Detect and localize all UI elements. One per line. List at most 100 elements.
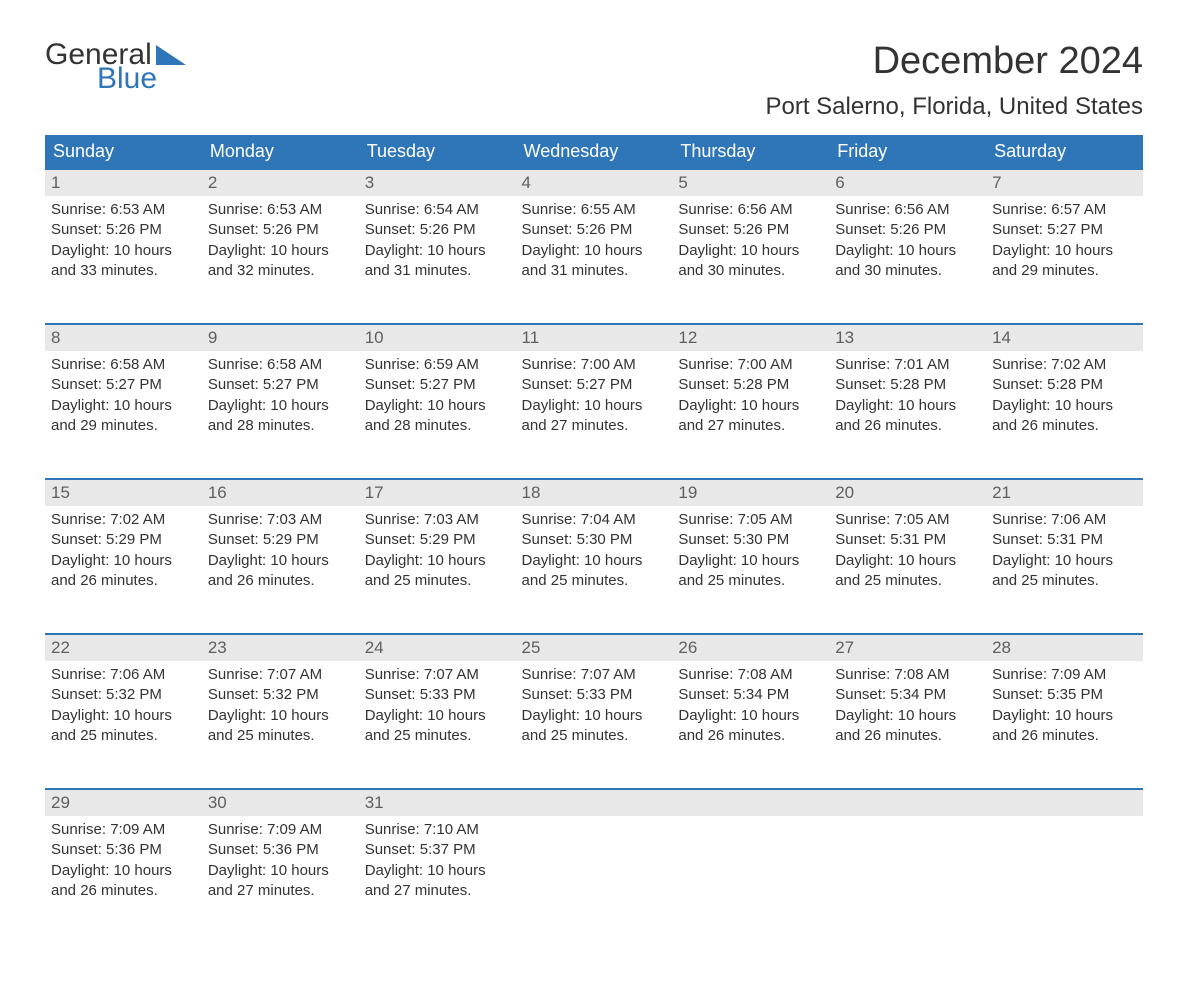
sunrise-line: Sunrise: 6:57 AM [992,200,1137,220]
sunrise-line: Sunrise: 7:02 AM [992,355,1137,375]
day-number: 24 [359,634,516,661]
day-cell: Sunrise: 6:54 AMSunset: 5:26 PMDaylight:… [359,196,516,324]
daynum-row: 22232425262728 [45,634,1143,661]
daylight-line: Daylight: 10 hours and 26 minutes. [992,706,1137,747]
sunrise-line: Sunrise: 7:00 AM [522,355,667,375]
day-cell: Sunrise: 7:04 AMSunset: 5:30 PMDaylight:… [516,506,673,634]
day-number: 8 [45,324,202,351]
sunset-line: Sunset: 5:36 PM [208,840,353,860]
daylight-line: Daylight: 10 hours and 26 minutes. [208,551,353,592]
sunset-line: Sunset: 5:29 PM [51,530,196,550]
sunset-line: Sunset: 5:27 PM [365,375,510,395]
content-row: Sunrise: 6:58 AMSunset: 5:27 PMDaylight:… [45,351,1143,479]
day-cell: Sunrise: 7:10 AMSunset: 5:37 PMDaylight:… [359,816,516,943]
day-number: 26 [672,634,829,661]
day-number: 12 [672,324,829,351]
sunrise-line: Sunrise: 6:53 AM [208,200,353,220]
day-number: 13 [829,324,986,351]
sunset-line: Sunset: 5:28 PM [992,375,1137,395]
daylight-line: Daylight: 10 hours and 27 minutes. [365,861,510,902]
daylight-line: Daylight: 10 hours and 26 minutes. [835,706,980,747]
day-cell: Sunrise: 7:07 AMSunset: 5:33 PMDaylight:… [516,661,673,789]
day-number: 4 [516,169,673,196]
daylight-line: Daylight: 10 hours and 25 minutes. [365,551,510,592]
sunset-line: Sunset: 5:27 PM [51,375,196,395]
sunrise-line: Sunrise: 7:08 AM [835,665,980,685]
day-cell: Sunrise: 7:06 AMSunset: 5:32 PMDaylight:… [45,661,202,789]
location: Port Salerno, Florida, United States [765,93,1143,121]
day-cell: Sunrise: 7:09 AMSunset: 5:35 PMDaylight:… [986,661,1143,789]
col-tuesday: Tuesday [359,135,516,169]
day-cell: Sunrise: 7:03 AMSunset: 5:29 PMDaylight:… [202,506,359,634]
content-row: Sunrise: 6:53 AMSunset: 5:26 PMDaylight:… [45,196,1143,324]
day-cell: Sunrise: 7:05 AMSunset: 5:31 PMDaylight:… [829,506,986,634]
day-cell: Sunrise: 6:57 AMSunset: 5:27 PMDaylight:… [986,196,1143,324]
day-cell: Sunrise: 7:02 AMSunset: 5:29 PMDaylight:… [45,506,202,634]
content-row: Sunrise: 7:09 AMSunset: 5:36 PMDaylight:… [45,816,1143,943]
day-number: 6 [829,169,986,196]
sunset-line: Sunset: 5:29 PM [365,530,510,550]
title-block: December 2024 Port Salerno, Florida, Uni… [765,40,1143,121]
sunrise-line: Sunrise: 6:53 AM [51,200,196,220]
daylight-line: Daylight: 10 hours and 25 minutes. [51,706,196,747]
sunset-line: Sunset: 5:30 PM [678,530,823,550]
sunrise-line: Sunrise: 7:04 AM [522,510,667,530]
daynum-row: 1234567 [45,169,1143,196]
sunrise-line: Sunrise: 7:02 AM [51,510,196,530]
header: General Blue December 2024 Port Salerno,… [45,40,1143,121]
day-number: 14 [986,324,1143,351]
sunset-line: Sunset: 5:37 PM [365,840,510,860]
sunrise-line: Sunrise: 7:03 AM [365,510,510,530]
day-cell [672,816,829,943]
day-number: 17 [359,479,516,506]
sunrise-line: Sunrise: 7:07 AM [365,665,510,685]
sunset-line: Sunset: 5:36 PM [51,840,196,860]
daylight-line: Daylight: 10 hours and 27 minutes. [678,396,823,437]
col-thursday: Thursday [672,135,829,169]
daylight-line: Daylight: 10 hours and 25 minutes. [208,706,353,747]
day-number: 2 [202,169,359,196]
content-row: Sunrise: 7:06 AMSunset: 5:32 PMDaylight:… [45,661,1143,789]
day-number: 3 [359,169,516,196]
sunrise-line: Sunrise: 7:00 AM [678,355,823,375]
sunset-line: Sunset: 5:28 PM [835,375,980,395]
day-cell: Sunrise: 6:58 AMSunset: 5:27 PMDaylight:… [45,351,202,479]
day-cell: Sunrise: 7:08 AMSunset: 5:34 PMDaylight:… [672,661,829,789]
day-number: 11 [516,324,673,351]
col-monday: Monday [202,135,359,169]
daylight-line: Daylight: 10 hours and 25 minutes. [522,706,667,747]
day-cell: Sunrise: 6:56 AMSunset: 5:26 PMDaylight:… [829,196,986,324]
sunrise-line: Sunrise: 7:06 AM [51,665,196,685]
day-number: 30 [202,789,359,816]
daylight-line: Daylight: 10 hours and 27 minutes. [522,396,667,437]
sunset-line: Sunset: 5:29 PM [208,530,353,550]
sunset-line: Sunset: 5:30 PM [522,530,667,550]
daylight-line: Daylight: 10 hours and 31 minutes. [522,241,667,282]
content-row: Sunrise: 7:02 AMSunset: 5:29 PMDaylight:… [45,506,1143,634]
daylight-line: Daylight: 10 hours and 26 minutes. [51,551,196,592]
day-cell: Sunrise: 7:07 AMSunset: 5:32 PMDaylight:… [202,661,359,789]
day-number: 5 [672,169,829,196]
daynum-row: 891011121314 [45,324,1143,351]
sunrise-line: Sunrise: 7:08 AM [678,665,823,685]
day-cell: Sunrise: 7:09 AMSunset: 5:36 PMDaylight:… [45,816,202,943]
daynum-row: 293031 [45,789,1143,816]
sunset-line: Sunset: 5:26 PM [208,220,353,240]
day-number: 10 [359,324,516,351]
day-cell [516,816,673,943]
day-number: 16 [202,479,359,506]
daylight-line: Daylight: 10 hours and 25 minutes. [678,551,823,592]
sunset-line: Sunset: 5:31 PM [835,530,980,550]
month-title: December 2024 [765,40,1143,83]
day-number [829,789,986,816]
daylight-line: Daylight: 10 hours and 32 minutes. [208,241,353,282]
day-number: 20 [829,479,986,506]
daylight-line: Daylight: 10 hours and 29 minutes. [992,241,1137,282]
sunrise-line: Sunrise: 6:58 AM [51,355,196,375]
sunrise-line: Sunrise: 7:05 AM [678,510,823,530]
daylight-line: Daylight: 10 hours and 26 minutes. [835,396,980,437]
daylight-line: Daylight: 10 hours and 26 minutes. [678,706,823,747]
day-number: 31 [359,789,516,816]
sunset-line: Sunset: 5:34 PM [678,685,823,705]
daylight-line: Daylight: 10 hours and 25 minutes. [522,551,667,592]
